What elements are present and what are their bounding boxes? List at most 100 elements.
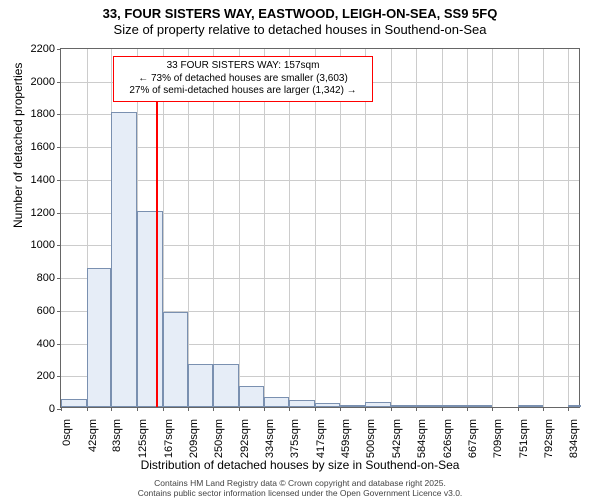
title-address: 33, FOUR SISTERS WAY, EASTWOOD, LEIGH-ON… — [0, 6, 600, 22]
xtick-label: 125sqm — [137, 413, 149, 458]
y-axis-label: Number of detached properties — [11, 63, 25, 228]
gridline-vertical — [365, 49, 366, 407]
ytick-label: 2200 — [31, 43, 61, 55]
xtick-label: 792sqm — [543, 413, 555, 458]
gridline-horizontal — [61, 180, 579, 181]
xtick-label: 42sqm — [87, 413, 99, 452]
histogram-bar — [213, 364, 239, 407]
gridline-vertical — [568, 49, 569, 407]
xtick-label: 167sqm — [163, 413, 175, 458]
xtick-mark — [467, 407, 468, 411]
xtick-label: 459sqm — [340, 413, 352, 458]
gridline-vertical — [442, 49, 443, 407]
ytick-label: 2000 — [31, 76, 61, 88]
ytick-label: 0 — [49, 403, 61, 415]
gridline-vertical — [264, 49, 265, 407]
histogram-bar — [340, 405, 365, 407]
xtick-mark — [137, 407, 138, 411]
histogram-bar — [416, 405, 442, 407]
attribution-footer: Contains HM Land Registry data © Crown c… — [0, 478, 600, 498]
xtick-mark — [163, 407, 164, 411]
xtick-label: 709sqm — [492, 413, 504, 458]
gridline-vertical — [213, 49, 214, 407]
ytick-label: 1200 — [31, 207, 61, 219]
histogram-bar — [289, 400, 315, 407]
ytick-label: 400 — [37, 338, 61, 350]
xtick-label: 500sqm — [365, 413, 377, 458]
xtick-label: 584sqm — [416, 413, 428, 458]
ytick-label: 1000 — [31, 239, 61, 251]
histogram-bar — [137, 211, 163, 407]
xtick-mark — [391, 407, 392, 411]
title-block: 33, FOUR SISTERS WAY, EASTWOOD, LEIGH-ON… — [0, 0, 600, 39]
xtick-mark — [340, 407, 341, 411]
xtick-label: 834sqm — [568, 413, 580, 458]
gridline-vertical — [315, 49, 316, 407]
footer-line2: Contains public sector information licen… — [0, 488, 600, 498]
xtick-mark — [543, 407, 544, 411]
histogram-bar — [111, 112, 137, 407]
ytick-label: 1400 — [31, 174, 61, 186]
gridline-vertical — [518, 49, 519, 407]
xtick-label: 667sqm — [467, 413, 479, 458]
title-subtitle: Size of property relative to detached ho… — [0, 22, 600, 38]
histogram-bar — [568, 405, 581, 407]
xtick-mark — [188, 407, 189, 411]
xtick-mark — [568, 407, 569, 411]
histogram-bar — [163, 312, 189, 407]
ytick-label: 1800 — [31, 108, 61, 120]
xtick-mark — [264, 407, 265, 411]
histogram-bar — [188, 364, 213, 407]
annotation-line1: 33 FOUR SISTERS WAY: 157sqm — [120, 60, 366, 73]
xtick-label: 751sqm — [518, 413, 530, 458]
gridline-vertical — [340, 49, 341, 407]
xtick-label: 542sqm — [391, 413, 403, 458]
ytick-label: 800 — [37, 272, 61, 284]
xtick-mark — [315, 407, 316, 411]
histogram-bar — [442, 405, 467, 407]
xtick-mark — [87, 407, 88, 411]
gridline-vertical — [289, 49, 290, 407]
histogram-bar — [239, 386, 265, 407]
gridline-horizontal — [61, 114, 579, 115]
gridline-vertical — [391, 49, 392, 407]
histogram-bar — [264, 397, 289, 407]
histogram-bar — [518, 405, 543, 407]
xtick-label: 209sqm — [188, 413, 200, 458]
xtick-mark — [365, 407, 366, 411]
gridline-horizontal — [61, 147, 579, 148]
xtick-label: 292sqm — [239, 413, 251, 458]
xtick-mark — [518, 407, 519, 411]
xtick-mark — [61, 407, 62, 411]
annotation-box: 33 FOUR SISTERS WAY: 157sqm← 73% of deta… — [113, 56, 373, 102]
ytick-label: 200 — [37, 370, 61, 382]
xtick-mark — [492, 407, 493, 411]
histogram-bar — [365, 402, 391, 407]
xtick-label: 0sqm — [61, 413, 73, 446]
ytick-label: 1600 — [31, 141, 61, 153]
xtick-label: 626sqm — [442, 413, 454, 458]
xtick-mark — [289, 407, 290, 411]
xtick-mark — [442, 407, 443, 411]
gridline-vertical — [492, 49, 493, 407]
xtick-mark — [213, 407, 214, 411]
xtick-mark — [239, 407, 240, 411]
histogram-bar — [391, 405, 417, 407]
gridline-vertical — [467, 49, 468, 407]
histogram-bar — [87, 268, 112, 407]
property-marker-line — [156, 83, 158, 407]
xtick-mark — [111, 407, 112, 411]
gridline-vertical — [188, 49, 189, 407]
chart-container: 33, FOUR SISTERS WAY, EASTWOOD, LEIGH-ON… — [0, 0, 600, 500]
xtick-label: 250sqm — [213, 413, 225, 458]
x-axis-label: Distribution of detached houses by size … — [0, 458, 600, 472]
xtick-label: 83sqm — [111, 413, 123, 452]
footer-line1: Contains HM Land Registry data © Crown c… — [0, 478, 600, 488]
xtick-label: 417sqm — [315, 413, 327, 458]
xtick-mark — [416, 407, 417, 411]
gridline-vertical — [543, 49, 544, 407]
plot-area: 0200400600800100012001400160018002000220… — [60, 48, 580, 408]
xtick-label: 375sqm — [289, 413, 301, 458]
xtick-label: 334sqm — [264, 413, 276, 458]
histogram-bar — [61, 399, 87, 407]
